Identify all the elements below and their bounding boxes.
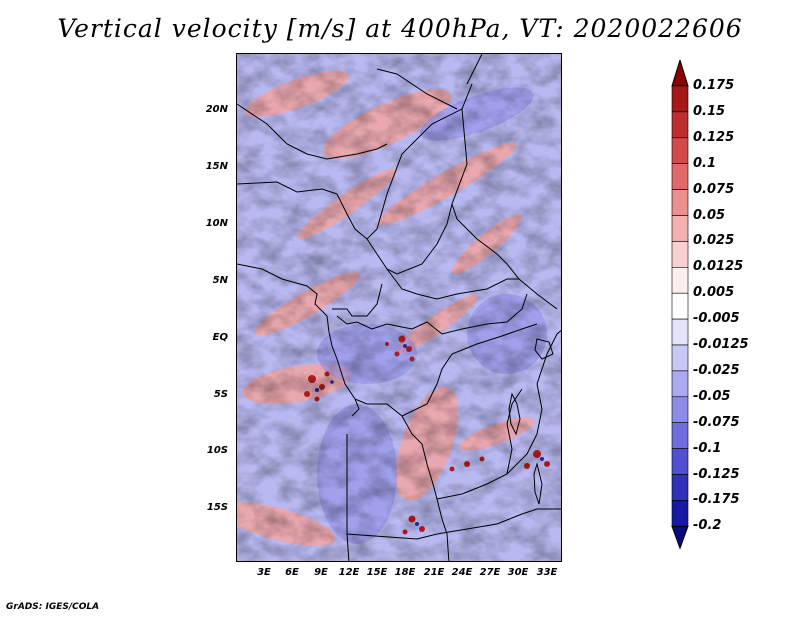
lat-label-5n: 5N: [212, 275, 228, 286]
lon-label-21e: 21E: [423, 567, 445, 578]
colorbar-bin-bottom: [671, 525, 689, 550]
colorbar-bin: [671, 85, 689, 113]
colorbar-bin: [671, 111, 689, 139]
colorbar-level-label: 0.125: [693, 129, 735, 145]
colorbar-bin: [671, 370, 689, 398]
colorbar-level-label: 0.005: [693, 285, 735, 301]
colorbar-level-label: -0.005: [693, 311, 740, 327]
lon-label-3e: 3E: [257, 567, 271, 578]
colorbar-bin: [671, 318, 689, 346]
lat-label-5s: 5S: [213, 389, 228, 400]
colorbar-level-label: -0.025: [693, 362, 740, 378]
lat-label-10n: 10N: [205, 218, 228, 229]
colorbar-bin: [671, 267, 689, 294]
colorbar-level-label: -0.05: [693, 388, 731, 404]
colorbar-level-label: -0.1: [693, 440, 722, 456]
colorbar-level-label: -0.2: [693, 518, 722, 534]
colorbar-level-label: 0.075: [693, 181, 735, 197]
colorbar-bin: [671, 422, 689, 449]
lat-label-eq: EQ: [212, 332, 228, 343]
colorbar-bin: [671, 189, 689, 216]
colorbar-level-label: -0.125: [693, 466, 740, 482]
grads-credit: GrADS: IGES/COLA: [6, 602, 100, 612]
colorbar-bin-top: [671, 60, 689, 87]
colorbar-level-label: -0.075: [693, 414, 740, 430]
colorbar-bin: [671, 448, 689, 475]
map-panel: [236, 53, 562, 562]
lon-label-6e: 6E: [285, 567, 299, 578]
colorbar-bin: [671, 344, 689, 372]
map-title: Vertical velocity [m/s] at 400hPa, VT: 2…: [57, 14, 743, 43]
colorbar-bin: [671, 215, 689, 242]
colorbar-bin: [671, 292, 689, 320]
colorbar-bin: [671, 137, 689, 165]
colorbar-bin: [671, 500, 689, 527]
lon-label-18e: 18E: [394, 567, 416, 578]
colorbar: [671, 60, 689, 550]
colorbar-level-label: 0.025: [693, 233, 735, 249]
colorbar-level-label: 0.1: [693, 155, 717, 171]
colorbar-level-label: 0.05: [693, 207, 726, 223]
colorbar-level-label: 0.175: [693, 78, 735, 93]
lat-label-15s: 15S: [206, 502, 228, 513]
lon-label-24e: 24E: [451, 567, 473, 578]
colorbar-level-label: -0.0125: [693, 337, 749, 352]
lon-label-9e: 9E: [314, 567, 328, 578]
vertical-velocity-field: [237, 54, 561, 561]
lon-label-27e: 27E: [479, 567, 501, 578]
colorbar-level-label: -0.175: [693, 492, 740, 508]
colorbar-level-label: 0.15: [693, 103, 726, 119]
colorbar-bin: [671, 163, 689, 190]
lon-label-30e: 30E: [507, 567, 529, 578]
colorbar-level-label: 0.0125: [693, 259, 744, 275]
lat-label-10s: 10S: [206, 445, 228, 456]
lon-label-15e: 15E: [366, 567, 388, 578]
lat-label-15n: 15N: [205, 161, 228, 172]
colorbar-bin: [671, 241, 689, 268]
lon-label-33e: 33E: [536, 567, 558, 578]
lat-label-20n: 20N: [205, 104, 228, 115]
colorbar-bin: [671, 474, 689, 501]
colorbar-bin: [671, 396, 689, 423]
lon-label-12e: 12E: [338, 567, 360, 578]
